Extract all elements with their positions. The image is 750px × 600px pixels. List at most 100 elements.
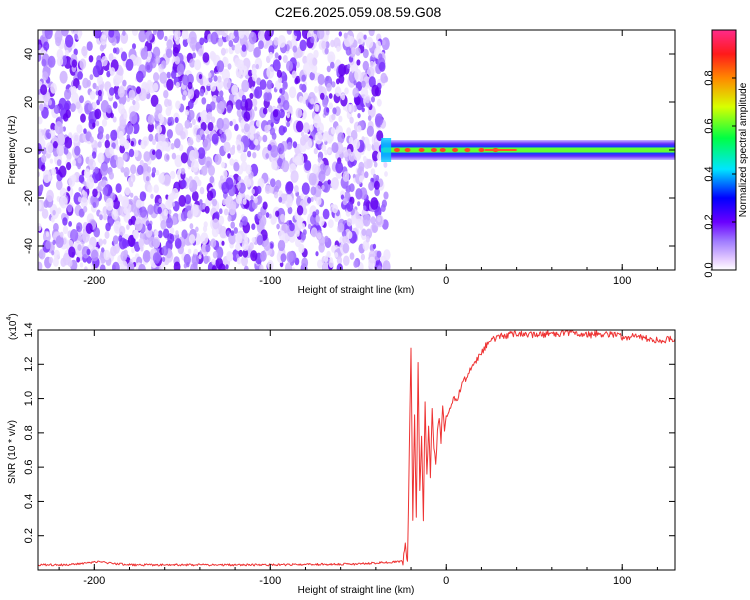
spectrogram-cell [97,89,102,97]
spectrogram-cell [63,147,69,155]
spectrogram-cell [38,184,44,193]
spectrogram-cell [300,232,306,241]
spectrogram-cell [147,184,153,193]
spectrogram-cell [41,208,49,219]
spectrogram-cell [100,163,109,176]
spectrogram-cell [262,201,268,210]
spectrogram-cell [203,255,209,264]
spectrogram-cell [189,58,196,68]
spectrogram-cell [213,75,218,82]
spectrogram-cell [349,183,355,193]
spectrogram-cell [41,164,46,172]
spectrogram-cell [152,252,161,264]
snr-y-tick-label: 0.2 [23,528,35,543]
spectrogram-cell [335,161,344,174]
spectrogram-cell [325,76,329,82]
spectrogram-cell [257,211,263,220]
spectrogram-cell [230,230,235,236]
spectrogram-cell [238,249,243,257]
spectrogram-cell [120,31,129,44]
spectrogram-cell [84,266,88,270]
spectrogram-cell [235,232,243,244]
spectrogram-cell [83,181,87,187]
spectrogram-cell [254,106,258,112]
spectrogram-cell [326,107,330,113]
spectrogram-cell [349,116,354,124]
spectrogram-cell [278,196,283,203]
spectrogram-cell [73,48,78,56]
spectrogram-cell [268,39,273,47]
spectrogram-signal-peak [452,148,459,152]
spectrogram-cell [174,238,182,249]
spectrogram-cell [362,240,370,251]
spectrogram-cell [301,74,307,82]
spectrogram-cell [278,230,286,241]
spectrogram-signal-peak [464,148,471,152]
spectrogram-cell [226,104,232,114]
spectrogram-cell [67,186,71,192]
spectrogram-cell [293,30,299,37]
spectrogram-cell [294,155,301,166]
spectrogram-cell [264,124,270,134]
spectrogram-cell [206,111,213,120]
spectrogram-cell [312,211,317,218]
spectrogram-cell [109,147,114,155]
spectrogram-cell [212,218,220,230]
spectrogram-cell [223,141,231,153]
spectrogram-cell [115,183,122,194]
spectrogram-cell [62,225,69,235]
spectrogram-y-tick-label: -40 [23,238,35,254]
spectrogram-cell [50,82,57,94]
spectrogram-signal-peak [393,148,400,152]
spectrogram-cell [145,176,150,182]
spectrogram-cell [365,36,374,49]
spectrogram-cell [374,113,384,126]
spectrogram-cell [378,61,386,72]
spectrogram-cell [370,216,376,225]
spectrogram-cell [189,223,194,230]
spectrogram-cell [372,243,377,250]
spectrogram-cell [346,218,353,227]
spectrogram-cell [342,197,348,206]
spectrogram-cell [171,187,179,200]
spectrogram-cell [51,250,55,256]
spectrogram-cell [176,63,185,76]
spectrogram-cell [38,52,42,62]
spectrogram-cell [333,37,341,49]
spectrogram-cell [359,71,368,85]
spectrogram-cell [317,259,323,269]
spectrogram-cell [198,254,202,260]
spectrogram-cell [150,193,154,199]
spectrogram-cell [91,249,99,262]
spectrogram-cell [321,184,325,191]
spectrogram-cell [170,143,175,150]
spectrogram-cell [160,219,167,230]
spectrogram-cell [134,218,143,232]
spectrogram-cell [220,47,226,56]
spectrogram-x-tick-label: 100 [613,275,631,287]
spectrogram-cell [195,226,199,233]
spectrogram-cell [228,232,237,245]
spectrogram-cell [164,35,168,42]
spectrogram-cell [327,179,331,185]
spectrogram-x-tick-label: -200 [83,275,105,287]
spectrogram-cell [291,70,297,79]
spectrogram-cell [180,167,186,175]
spectrogram-cell [165,217,173,229]
spectrogram-cell [253,197,258,204]
spectrogram-cell [317,30,325,40]
spectrogram-cell [52,210,56,216]
spectrogram-cell [168,209,172,215]
spectrogram-cell [38,223,42,232]
spectrogram-cell [362,60,369,71]
spectrogram-cell [279,88,283,94]
spectrogram-cell [331,113,336,121]
spectrogram-cell [201,134,206,141]
spectrogram-cell [99,264,106,270]
spectrogram-cell [104,139,111,149]
snr-x-tick-label: -200 [83,575,105,587]
spectrogram-cell [148,133,154,142]
spectrogram-cell [188,109,195,120]
spectrogram-cell [82,191,88,199]
spectrogram-cell [199,79,204,86]
